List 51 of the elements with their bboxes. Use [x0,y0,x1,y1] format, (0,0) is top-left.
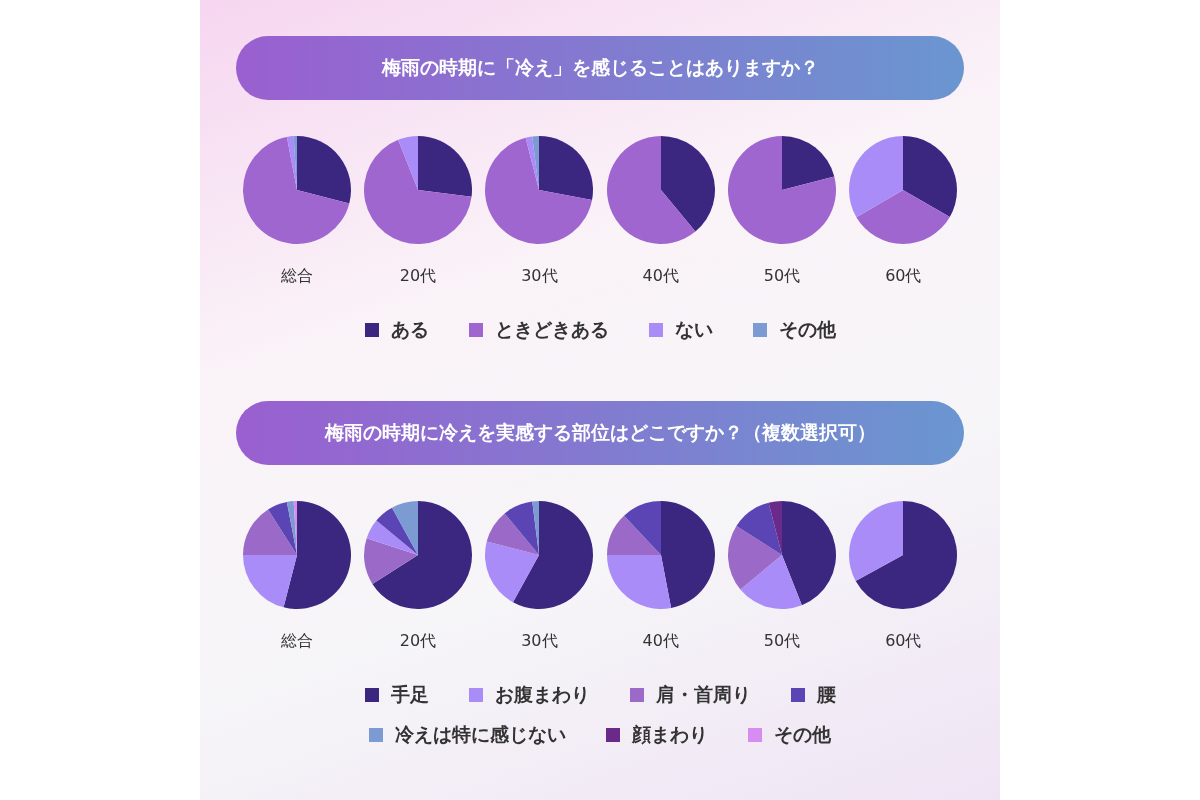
pie-slice [855,501,958,609]
text: 30代 [521,266,558,287]
pie-slice [781,501,836,606]
pie-slice [391,501,418,555]
pie-slice [504,501,540,555]
pie-slice [606,515,661,555]
text: 40代 [642,631,679,652]
pie-slice [849,501,904,582]
legend-label: ない [673,318,713,342]
pie-slice [376,507,418,555]
pie-slice [485,137,593,244]
text: 40代 [642,266,679,287]
legend-label: その他 [777,318,836,342]
pie-slice [242,136,349,244]
pie-slice [728,526,782,590]
pie-slice [525,136,540,190]
text: 総合 [280,631,313,652]
legend-label: 肩・首周り [654,683,751,707]
text: 50代 [763,266,801,287]
chart-title: 梅雨の時期に「冷え」を感じることはありますか？ [236,36,964,100]
legend-label: 腰 [815,683,836,707]
pie-slice [740,555,802,609]
legend-label: 手足 [389,683,429,707]
text: 50代 [763,631,801,652]
pie-slice [660,501,715,609]
pie-slice [768,501,782,555]
legend-label: その他 [773,723,831,747]
text: 総合 [280,266,313,287]
legend-label: お腹まわり [493,683,590,707]
legend-label: ある [389,318,429,342]
pie-slice [487,513,540,555]
pie-slice [623,501,661,555]
pie-slice [513,501,594,609]
text: 20代 [399,631,437,652]
pie-slice [539,136,594,201]
legend-label: 冷えは特に感じない [394,723,566,747]
pie-slice [296,136,351,204]
legend-label: 顔まわり [631,723,708,747]
pie-slice [366,520,418,555]
pie-slice [372,501,472,609]
pie-slice [286,136,297,190]
chart-title: 梅雨の時期に冷えを実感する部位はどこですか？（複数選択可） [236,401,964,465]
pie-slice [736,502,782,555]
text: 20代 [399,266,437,287]
text: 60代 [885,266,922,287]
text: 30代 [521,631,558,652]
pie-slice [485,541,540,603]
legend-label: ときどきある [493,318,609,342]
pie-slice [364,538,418,584]
text: 60代 [885,631,922,652]
pie-slice [606,555,671,609]
